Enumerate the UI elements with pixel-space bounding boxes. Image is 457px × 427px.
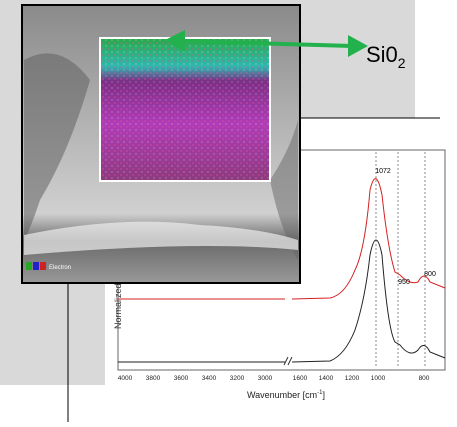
figure: Normalized ab 40003800360034003200300016… [0,0,457,422]
peak-label: 950 [398,279,410,286]
x-tick-label: 1600 [293,375,308,382]
sem-image: Electron [22,5,300,283]
x-tick-label: 3000 [258,375,273,382]
x-tick-label: 1200 [345,375,360,382]
x-tick-label: 3400 [202,375,217,382]
x-tick-label: 3600 [174,375,189,382]
x-tick-label: 800 [419,375,430,382]
x-tick-label: 3800 [146,375,161,382]
x-tick-label: 3200 [230,375,245,382]
peak-label: 1072 [375,168,391,175]
x-tick-label: 4000 [118,375,133,382]
peak-label: 800 [424,271,436,278]
legend-label: Electron [49,265,71,271]
x-label: Wavenumber [cm-1] [247,390,325,400]
x-tick-label: 1400 [319,375,334,382]
x-tick-label: 1000 [371,375,386,382]
